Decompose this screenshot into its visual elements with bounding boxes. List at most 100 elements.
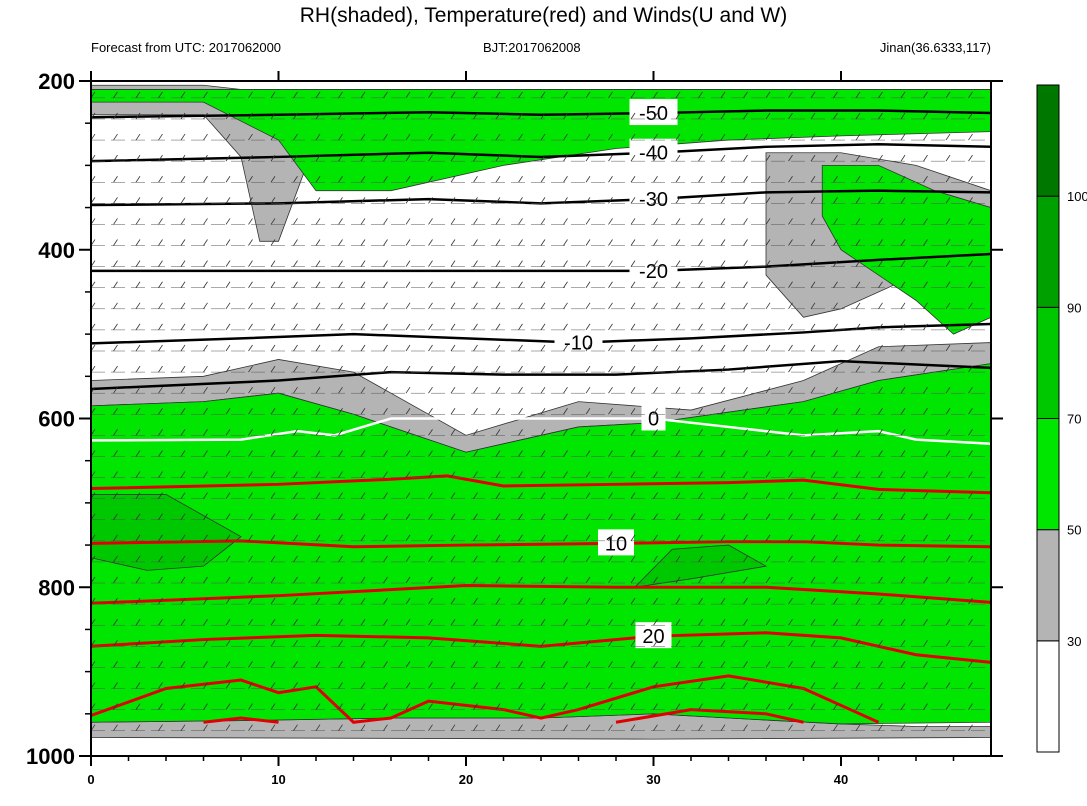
wind-barb — [833, 534, 838, 542]
wind-barb — [495, 344, 501, 352]
wind-barb — [360, 513, 366, 520]
wind-barb — [135, 513, 141, 520]
wind-barb — [518, 682, 523, 689]
wind-barb — [630, 682, 636, 689]
wind-barb — [383, 197, 388, 204]
wind-barb — [878, 640, 883, 647]
wind-barb — [563, 408, 568, 415]
wind-barb — [810, 513, 816, 520]
wind-barb — [338, 239, 343, 246]
wind-barb — [608, 534, 613, 542]
wind-barb — [450, 492, 456, 499]
wind-barb — [563, 218, 568, 225]
wind-barb — [675, 344, 681, 352]
wind-barb — [383, 112, 388, 120]
wind-barb — [900, 154, 906, 162]
wind-barb — [428, 154, 433, 162]
wind-barb — [788, 365, 793, 373]
wind-barb — [743, 661, 748, 668]
wind-barb — [653, 176, 658, 183]
wind-barb — [765, 513, 771, 520]
wind-barb — [810, 682, 816, 689]
wind-barb — [720, 365, 726, 373]
wind-barb — [225, 724, 231, 731]
wind-barb — [878, 260, 883, 267]
wind-barb — [585, 703, 591, 710]
wind-barb — [855, 597, 861, 605]
wind-barb — [203, 640, 208, 647]
wind-barb — [923, 534, 928, 542]
wind-barb — [698, 323, 703, 331]
wind-barb — [900, 513, 906, 520]
wind-barb — [270, 513, 276, 520]
wind-barb — [248, 91, 253, 99]
wind-barb — [473, 239, 478, 246]
wind-barb — [968, 724, 973, 731]
wind-barb — [360, 218, 366, 225]
wind-barb — [338, 597, 343, 605]
wind-barb — [698, 133, 703, 141]
wind-barb — [563, 682, 568, 689]
wind-barb — [788, 618, 793, 626]
wind-barb — [900, 365, 906, 373]
wind-barb — [158, 597, 163, 605]
wind-barb — [788, 661, 793, 668]
wind-barb — [338, 724, 343, 731]
wind-barb — [158, 281, 163, 288]
wind-barb — [900, 640, 906, 647]
wind-barb — [720, 703, 726, 710]
wind-barb — [540, 492, 546, 499]
wind-barb — [293, 640, 298, 647]
wind-barb — [293, 618, 298, 626]
wind-barb — [698, 576, 703, 584]
wind-barb — [698, 154, 703, 162]
wind-barb — [315, 703, 321, 710]
wind-barb — [225, 408, 231, 415]
wind-barb — [810, 302, 816, 310]
wind-barb — [383, 302, 388, 310]
wind-barb — [653, 260, 658, 267]
wind-barb — [585, 597, 591, 605]
wind-barb — [225, 640, 231, 647]
wind-barb — [293, 471, 298, 478]
wind-barb — [720, 176, 726, 183]
wind-barb — [135, 618, 141, 626]
wind-barb — [383, 344, 388, 352]
wind-barb — [405, 408, 411, 415]
wind-barb — [225, 91, 231, 99]
wind-barb — [788, 429, 793, 436]
wind-barb — [495, 239, 501, 246]
wind-barb — [518, 450, 523, 457]
wind-barb — [180, 576, 186, 584]
wind-barb — [630, 386, 636, 394]
wind-barb — [923, 281, 928, 288]
wind-barb — [270, 386, 276, 394]
wind-barb — [293, 597, 298, 605]
wind-barb — [405, 176, 411, 183]
wind-barb — [338, 703, 343, 710]
wind-barb — [945, 302, 951, 310]
wind-barb — [968, 302, 973, 310]
wind-barb — [225, 260, 231, 267]
wind-barb — [180, 534, 186, 542]
temp-contour-dark — [91, 359, 991, 391]
wind-barb — [878, 344, 883, 352]
wind-barb — [653, 133, 658, 141]
wind-barb — [923, 408, 928, 415]
wind-barb — [270, 323, 276, 331]
contour-label: -20 — [639, 261, 668, 283]
wind-barb — [585, 281, 591, 288]
wind-barb — [585, 176, 591, 183]
wind-barb — [270, 154, 276, 162]
wind-barb — [203, 176, 208, 183]
wind-barb — [743, 640, 748, 647]
wind-barb — [248, 450, 253, 457]
wind-barb — [293, 323, 298, 331]
wind-barb — [945, 344, 951, 352]
wind-barb — [720, 154, 726, 162]
wind-barb — [878, 555, 883, 563]
x-tick-label: 30 — [646, 772, 660, 787]
contour-label: 10 — [605, 533, 627, 555]
wind-barb — [203, 576, 208, 584]
wind-barb — [180, 365, 186, 373]
